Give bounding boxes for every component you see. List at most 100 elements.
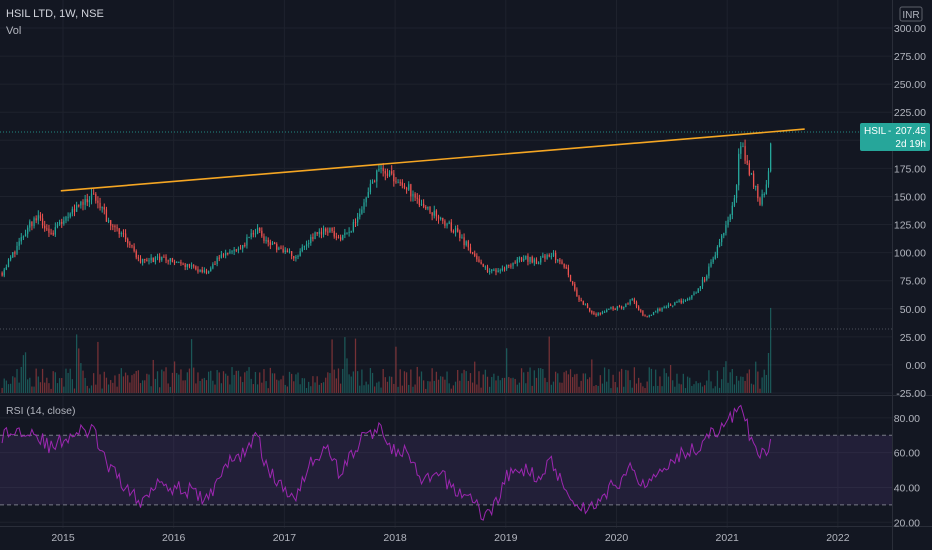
volume-bar <box>269 367 271 393</box>
volume-bar <box>529 367 531 393</box>
price-badge-countdown: 2d 19h <box>895 139 926 150</box>
candle-body <box>150 257 152 261</box>
volume-bar <box>233 374 235 393</box>
candle-body <box>280 247 282 249</box>
volume-bar <box>352 371 355 393</box>
candle-body <box>163 256 165 258</box>
candle-body <box>644 315 646 317</box>
volume-bar <box>93 373 95 393</box>
candle-body <box>418 198 421 206</box>
volume-bar <box>633 367 636 393</box>
volume-bar <box>97 341 99 393</box>
volume-bar <box>480 387 482 393</box>
currency-badge[interactable] <box>899 6 923 22</box>
volume-bar <box>608 369 610 393</box>
candle-body <box>310 236 312 244</box>
candle-body <box>642 311 644 316</box>
volume-bar <box>331 339 333 393</box>
candle-body <box>124 233 127 240</box>
candle-body <box>18 241 20 246</box>
volume-bar <box>659 376 661 393</box>
candle-body <box>716 246 719 256</box>
price-tick-label: 0.00 <box>906 360 927 372</box>
volume-bar <box>210 370 212 393</box>
candle-body <box>625 303 627 308</box>
candle-body <box>601 312 604 314</box>
volume-bar <box>701 386 704 393</box>
volume-bar <box>395 346 397 393</box>
candle-body <box>450 222 452 231</box>
candle-body <box>227 252 229 254</box>
candle-body <box>618 306 621 308</box>
candle-body <box>608 308 610 310</box>
candle-body <box>233 249 235 252</box>
candle-body <box>254 233 257 235</box>
candle-body <box>725 225 727 234</box>
candle-body <box>80 201 82 206</box>
volume-bar <box>416 366 418 393</box>
volume-bar <box>420 371 423 393</box>
candle-body <box>176 262 178 264</box>
candle-body <box>144 258 146 260</box>
volume-bar <box>738 380 740 393</box>
volume-bar <box>431 368 433 393</box>
candle-body <box>129 243 131 246</box>
volume-bar <box>686 376 689 393</box>
candle-body <box>484 266 487 268</box>
volume-bar <box>322 382 325 393</box>
candle-body <box>37 215 39 221</box>
candle-body <box>738 153 740 186</box>
candle-body <box>548 254 550 257</box>
volume-bar <box>610 388 612 393</box>
volume-bar <box>561 382 563 393</box>
volume-bar <box>523 372 525 393</box>
candle-body <box>7 259 10 268</box>
price-badge: HSIL - 207.45 2d 19h <box>860 122 930 151</box>
volume-bar <box>448 383 450 393</box>
volume-bar <box>227 375 229 393</box>
overlays <box>0 128 892 330</box>
volume-bar <box>344 337 346 393</box>
volume-bar <box>616 387 618 393</box>
candle-body <box>542 255 544 258</box>
volume-bar <box>231 367 233 393</box>
volume-bar <box>169 386 171 393</box>
candle-body <box>86 199 88 203</box>
volume-bar <box>533 370 535 393</box>
volume-bar <box>452 385 455 393</box>
volume-bar <box>378 381 380 393</box>
price-tick-label: -25.00 <box>896 388 926 400</box>
candle-body <box>422 203 425 207</box>
volume-bar <box>567 374 570 393</box>
volume-bar <box>669 365 672 393</box>
candle-body <box>595 314 597 316</box>
volume-bar <box>699 382 702 393</box>
candle-body <box>742 146 744 148</box>
volume-bar <box>37 376 39 393</box>
candle-body <box>378 169 380 171</box>
candle-body <box>699 286 702 289</box>
candle-body <box>50 232 52 234</box>
volume-bar <box>518 382 521 393</box>
volume-bar <box>116 386 118 393</box>
volume-bar <box>706 380 708 393</box>
volume-bar <box>635 383 638 393</box>
volume-bar <box>467 380 469 393</box>
candle-body <box>259 227 261 231</box>
volume-bar <box>337 368 340 393</box>
time-tick-label: 2022 <box>826 532 850 544</box>
candle-body <box>397 182 399 184</box>
candle-body <box>686 299 689 301</box>
volume-bar <box>693 384 695 393</box>
candle-body <box>346 232 348 234</box>
candle-body <box>533 259 535 263</box>
candle-body <box>452 230 455 233</box>
candle-body <box>169 258 171 262</box>
volume-bar <box>495 380 497 393</box>
volume-bar <box>156 371 159 393</box>
volume-bar <box>152 359 154 393</box>
candle-body <box>48 228 50 233</box>
candle-body <box>491 269 493 272</box>
